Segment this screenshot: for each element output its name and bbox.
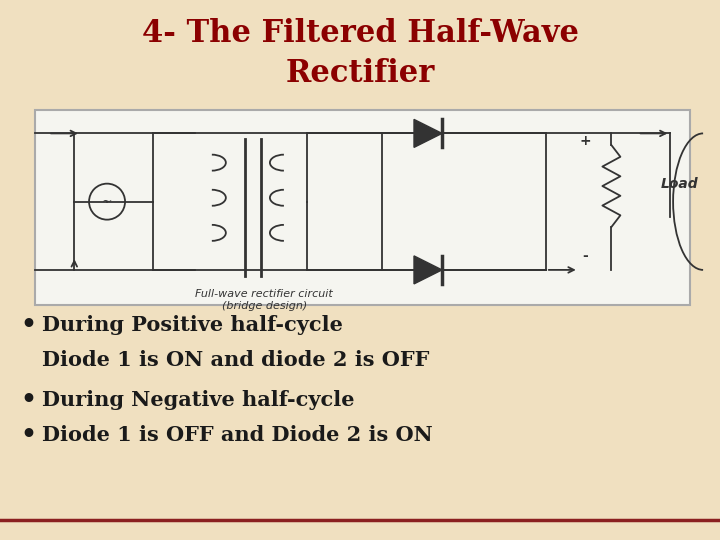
Text: Rectifier: Rectifier — [285, 58, 435, 89]
Text: 4- The Filtered Half-Wave: 4- The Filtered Half-Wave — [142, 18, 578, 49]
Text: Diode 1 is OFF and Diode 2 is ON: Diode 1 is OFF and Diode 2 is ON — [42, 425, 433, 445]
Text: •: • — [20, 313, 36, 337]
Text: -: - — [582, 249, 588, 263]
Text: Load: Load — [660, 177, 698, 191]
Text: •: • — [20, 423, 36, 447]
Text: +: + — [580, 134, 591, 148]
Text: ~: ~ — [102, 195, 112, 208]
Text: Full-wave rectifier circuit
(bridge design): Full-wave rectifier circuit (bridge desi… — [195, 289, 333, 311]
Bar — [35, 110, 690, 305]
Text: During Positive half-cycle: During Positive half-cycle — [42, 315, 343, 335]
Polygon shape — [414, 119, 442, 147]
Text: •: • — [20, 388, 36, 412]
Text: Diode 1 is ON and diode 2 is OFF: Diode 1 is ON and diode 2 is OFF — [42, 350, 429, 370]
Text: During Negative half-cycle: During Negative half-cycle — [42, 390, 354, 410]
Polygon shape — [414, 256, 442, 284]
